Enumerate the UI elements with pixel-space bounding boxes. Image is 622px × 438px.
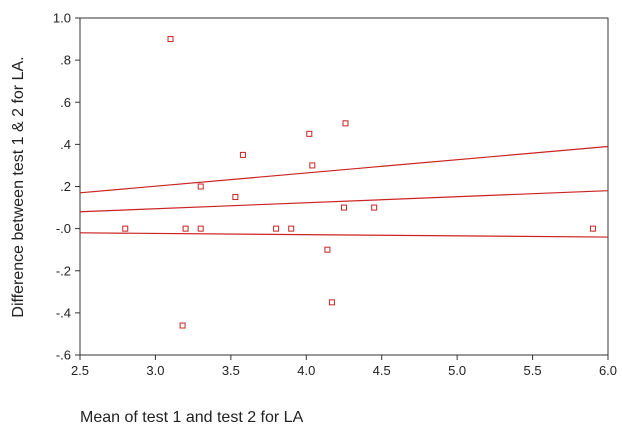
reference-line-lower bbox=[79, 232, 609, 238]
x-tick-label: 5.5 bbox=[524, 363, 542, 378]
reference-lines bbox=[79, 145, 609, 238]
y-axis-label: Difference between test 1 & 2 for LA. bbox=[10, 56, 27, 317]
reference-line-fit bbox=[79, 190, 609, 213]
data-point bbox=[197, 225, 204, 232]
data-point bbox=[309, 162, 316, 169]
y-tick-label: 1.0 bbox=[53, 11, 71, 26]
y-tick-label: .2 bbox=[60, 179, 71, 194]
plot-area bbox=[79, 17, 609, 356]
x-tick-label: 3.0 bbox=[146, 363, 164, 378]
data-point bbox=[182, 225, 189, 232]
data-point bbox=[239, 151, 246, 158]
data-point bbox=[122, 225, 129, 232]
y-tick-label: -.4 bbox=[56, 305, 71, 320]
data-point bbox=[232, 194, 239, 201]
data-points bbox=[122, 36, 596, 329]
x-axis: 2.5 3.0 3.5 4.0 4.5 5.0 5.5 6.0 bbox=[71, 355, 617, 378]
reference-line-upper bbox=[79, 145, 609, 194]
data-point bbox=[371, 204, 378, 211]
y-tick-label: -.6 bbox=[56, 348, 71, 363]
x-tick-label: 4.0 bbox=[297, 363, 315, 378]
data-point bbox=[197, 183, 204, 190]
x-tick-label: 4.5 bbox=[373, 363, 391, 378]
data-point bbox=[288, 225, 295, 232]
x-axis-label: Mean of test 1 and test 2 for LA bbox=[80, 409, 304, 426]
x-tick-label: 6.0 bbox=[599, 363, 617, 378]
data-point bbox=[167, 36, 174, 43]
data-point bbox=[589, 225, 596, 232]
data-point bbox=[306, 130, 313, 137]
y-tick-label: -.0 bbox=[56, 221, 71, 236]
data-point bbox=[328, 299, 335, 306]
x-tick-label: 2.5 bbox=[71, 363, 89, 378]
data-point bbox=[179, 322, 186, 329]
x-tick-label: 5.0 bbox=[448, 363, 466, 378]
data-point bbox=[324, 246, 331, 253]
data-point bbox=[341, 204, 347, 211]
x-tick-label: 3.5 bbox=[222, 363, 240, 378]
y-tick-label: .6 bbox=[60, 95, 71, 110]
y-tick-label: .4 bbox=[60, 137, 71, 152]
y-tick-label: .8 bbox=[60, 53, 71, 68]
y-tick-label: -.2 bbox=[56, 263, 71, 278]
data-point bbox=[273, 225, 280, 232]
data-point bbox=[342, 120, 349, 127]
y-axis: 1.0 .8 .6 .4 .2 -.0 -.2 -.4 -.6 bbox=[53, 11, 80, 363]
